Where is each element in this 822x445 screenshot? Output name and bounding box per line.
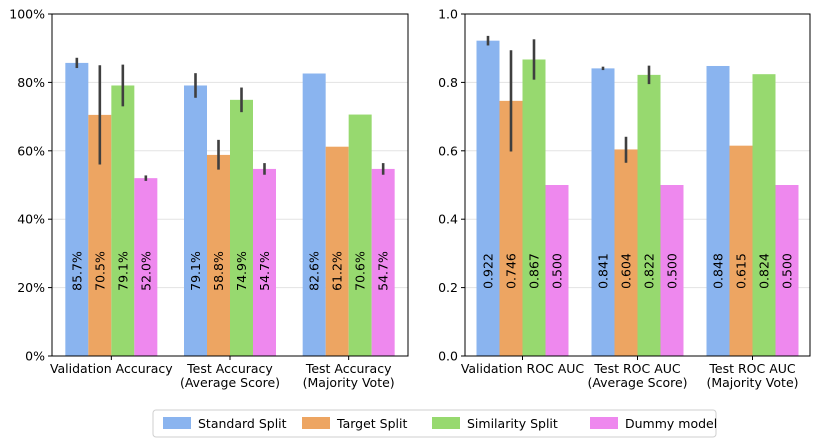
data-label: 85.7% bbox=[69, 251, 84, 291]
legend-label: Standard Split bbox=[198, 416, 287, 431]
data-label: 54.7% bbox=[376, 251, 391, 291]
data-label: 0.848 bbox=[711, 253, 726, 289]
data-label: 0.824 bbox=[757, 253, 772, 289]
bar-standard-split bbox=[65, 62, 89, 356]
y-tick-label: 0.6 bbox=[438, 143, 458, 158]
y-tick-label: 0.4 bbox=[438, 212, 458, 227]
legend: Standard Split Target Split Similarity Spl… bbox=[152, 409, 717, 438]
data-label: 0.922 bbox=[481, 253, 496, 289]
bar-dummy-model bbox=[371, 168, 395, 356]
bar-similarity-split bbox=[637, 74, 661, 356]
bar-similarity-split bbox=[230, 99, 253, 356]
x-tick-label: Test ROC AUC bbox=[708, 361, 796, 376]
x-tick-label: Test Accuracy bbox=[305, 361, 392, 376]
y-tick-label: 1.0 bbox=[438, 7, 458, 22]
y-tick-label: 40% bbox=[17, 212, 45, 227]
x-tick-label: Validation Accuracy bbox=[50, 361, 173, 376]
chart-panel-2: 0.0 0.2 0.4 0.6 0.8 1.0 0.922 0.746 0.867 0.500 Va… bbox=[438, 7, 811, 390]
bar-standard-split bbox=[706, 65, 730, 356]
bar-standard-split bbox=[184, 85, 207, 356]
data-label: 0.746 bbox=[504, 253, 519, 289]
data-label: 0.500 bbox=[550, 253, 565, 289]
data-label: 0.500 bbox=[780, 253, 795, 289]
data-label: 70.6% bbox=[353, 251, 368, 291]
data-label: 79.1% bbox=[188, 251, 203, 291]
bar-dummy-model bbox=[134, 178, 158, 356]
bar-similarity-split bbox=[752, 74, 776, 356]
x-tick-label: Test ROC AUC bbox=[593, 361, 681, 376]
data-label: 70.5% bbox=[92, 251, 107, 291]
chart-panel-1: 0% 20% 40% 60% 80% 100% 85.7% 70.5% 79.1% 52.0% Va… bbox=[9, 7, 409, 390]
bar-target-split bbox=[729, 145, 753, 356]
bar-dummy-model bbox=[660, 185, 684, 356]
bar-target-split bbox=[499, 100, 523, 356]
bar-standard-split bbox=[302, 73, 326, 357]
legend-label: Similarity Split bbox=[467, 416, 558, 431]
data-label: 61.2% bbox=[330, 251, 345, 291]
data-label: 74.9% bbox=[234, 251, 249, 291]
legend-swatch-dummy-model bbox=[590, 417, 618, 429]
y-tick-label: 0.0 bbox=[438, 349, 458, 364]
x-tick-label: (Average Score) bbox=[180, 375, 280, 390]
axes-frame bbox=[464, 13, 811, 357]
data-label: 79.1% bbox=[115, 251, 130, 291]
data-label: 0.604 bbox=[619, 253, 634, 289]
y-tick-label: 60% bbox=[17, 143, 45, 158]
legend-label: Dummy model bbox=[625, 416, 717, 431]
bar-standard-split bbox=[591, 68, 615, 357]
bar-target-split bbox=[614, 149, 638, 356]
bar-similarity-split bbox=[111, 85, 135, 356]
y-tick-label: 20% bbox=[17, 280, 45, 295]
data-label: 0.615 bbox=[734, 253, 749, 289]
bar-dummy-model bbox=[253, 168, 276, 356]
x-tick-label: (Average Score) bbox=[587, 375, 687, 390]
y-tick-label: 80% bbox=[17, 75, 45, 90]
data-label: 0.822 bbox=[642, 253, 657, 289]
bar-target-split bbox=[88, 114, 112, 356]
data-label: 52.0% bbox=[138, 251, 153, 291]
data-label: 54.7% bbox=[257, 251, 272, 291]
legend-swatch-standard-split bbox=[163, 417, 191, 429]
x-tick-label: (Majority Vote) bbox=[303, 375, 395, 390]
data-label: 0.841 bbox=[596, 253, 611, 289]
axes-frame bbox=[51, 13, 409, 357]
x-tick-label: Validation ROC AUC bbox=[461, 361, 585, 376]
data-label: 82.6% bbox=[307, 251, 322, 291]
y-tick-label: 100% bbox=[9, 7, 45, 22]
data-label: 0.867 bbox=[527, 253, 542, 289]
bar-similarity-split bbox=[348, 114, 372, 356]
legend-swatch-target-split bbox=[302, 417, 330, 429]
data-label: 0.500 bbox=[665, 253, 680, 289]
x-tick-label: (Majority Vote) bbox=[706, 375, 798, 390]
data-label: 58.8% bbox=[211, 251, 226, 291]
bar-dummy-model bbox=[775, 185, 799, 356]
legend-label: Target Split bbox=[336, 416, 407, 431]
x-tick-label: Test Accuracy bbox=[186, 361, 273, 376]
legend-swatch-similarity-split bbox=[432, 417, 460, 429]
bar-target-split bbox=[207, 154, 230, 356]
bar-similarity-split bbox=[522, 59, 546, 357]
bar-standard-split bbox=[476, 40, 500, 357]
y-tick-label: 0% bbox=[25, 349, 45, 364]
y-tick-label: 0.8 bbox=[438, 75, 458, 90]
bar-target-split bbox=[325, 146, 349, 356]
bar-dummy-model bbox=[545, 185, 569, 356]
y-tick-label: 0.2 bbox=[438, 280, 458, 295]
